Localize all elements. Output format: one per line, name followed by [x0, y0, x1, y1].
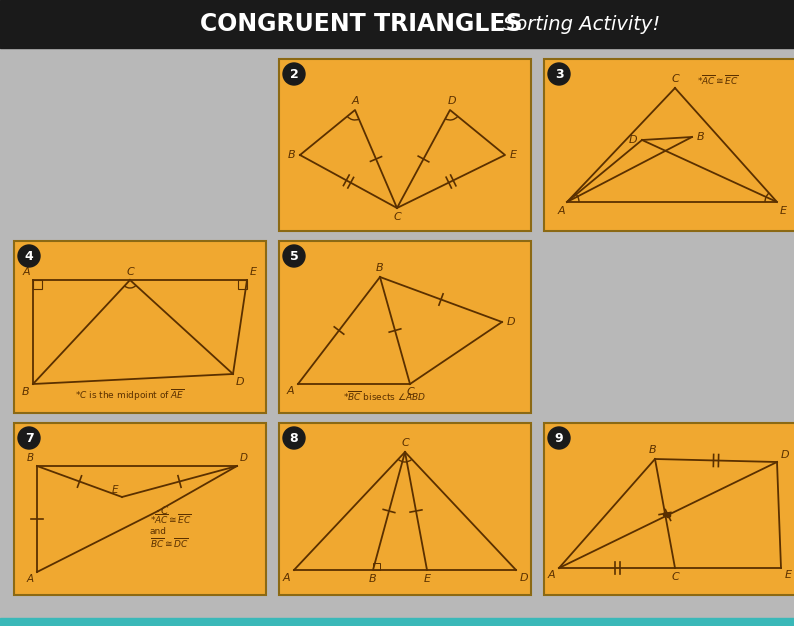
Bar — [238, 280, 247, 289]
FancyBboxPatch shape — [544, 59, 794, 231]
Circle shape — [18, 245, 40, 267]
Text: C: C — [393, 212, 401, 222]
Text: B: B — [21, 387, 29, 397]
Text: C: C — [161, 506, 168, 516]
Text: C: C — [671, 572, 679, 582]
Circle shape — [283, 245, 305, 267]
Text: E: E — [423, 574, 430, 584]
Text: A: A — [557, 206, 565, 216]
Text: Sorting Activity!: Sorting Activity! — [503, 14, 661, 34]
Circle shape — [283, 427, 305, 449]
Circle shape — [548, 63, 570, 85]
Text: D: D — [507, 317, 515, 327]
Text: D: D — [240, 453, 248, 463]
Text: and: and — [150, 526, 167, 535]
Text: A: A — [27, 574, 34, 584]
FancyBboxPatch shape — [14, 241, 266, 413]
Text: B: B — [27, 453, 34, 463]
Text: $*\overline{AC} \cong \overline{EC}$: $*\overline{AC} \cong \overline{EC}$ — [150, 512, 192, 526]
Text: 7: 7 — [25, 431, 33, 444]
Text: $*C$ is the midpoint of $\overline{AE}$: $*C$ is the midpoint of $\overline{AE}$ — [75, 387, 185, 403]
Text: $\overline{BC} \cong \overline{DC}$: $\overline{BC} \cong \overline{DC}$ — [150, 536, 189, 550]
Text: 3: 3 — [555, 68, 563, 81]
Text: A: A — [351, 96, 359, 106]
Circle shape — [283, 63, 305, 85]
Text: D: D — [236, 377, 245, 387]
Bar — [0, 618, 794, 626]
Text: C: C — [126, 267, 134, 277]
Text: 5: 5 — [290, 250, 299, 262]
Text: $*\overline{AC} \cong \overline{EC}$: $*\overline{AC} \cong \overline{EC}$ — [697, 73, 739, 87]
Bar — [0, 0, 794, 48]
Text: A: A — [22, 267, 30, 277]
Text: 4: 4 — [25, 250, 33, 262]
Text: E: E — [785, 570, 792, 580]
Text: CONGRUENT TRIANGLES: CONGRUENT TRIANGLES — [200, 12, 522, 36]
FancyBboxPatch shape — [279, 241, 531, 413]
Text: A: A — [283, 573, 290, 583]
Circle shape — [18, 427, 40, 449]
Text: C: C — [406, 387, 414, 397]
Text: B: B — [649, 445, 657, 455]
Text: E: E — [780, 206, 787, 216]
Text: D: D — [520, 573, 529, 583]
Text: E: E — [250, 267, 257, 277]
Text: E: E — [111, 485, 118, 495]
Text: A: A — [287, 386, 294, 396]
Text: D: D — [781, 450, 789, 460]
FancyBboxPatch shape — [279, 59, 531, 231]
Bar — [33, 280, 42, 289]
FancyBboxPatch shape — [14, 423, 266, 595]
Text: E: E — [510, 150, 517, 160]
Text: A: A — [547, 570, 555, 580]
Text: B: B — [369, 574, 377, 584]
Text: 8: 8 — [290, 431, 299, 444]
Text: D: D — [448, 96, 457, 106]
Text: $*\overline{BC}$ bisects $\angle ABD$: $*\overline{BC}$ bisects $\angle ABD$ — [344, 389, 426, 403]
FancyBboxPatch shape — [279, 423, 531, 595]
Text: B: B — [376, 263, 384, 273]
FancyBboxPatch shape — [544, 423, 794, 595]
Text: C: C — [401, 438, 409, 448]
Text: B: B — [697, 132, 704, 142]
Text: C: C — [671, 74, 679, 84]
Text: B: B — [287, 150, 295, 160]
Bar — [373, 563, 380, 570]
Text: 9: 9 — [555, 431, 563, 444]
Circle shape — [548, 427, 570, 449]
Text: 2: 2 — [290, 68, 299, 81]
Text: D: D — [628, 135, 637, 145]
